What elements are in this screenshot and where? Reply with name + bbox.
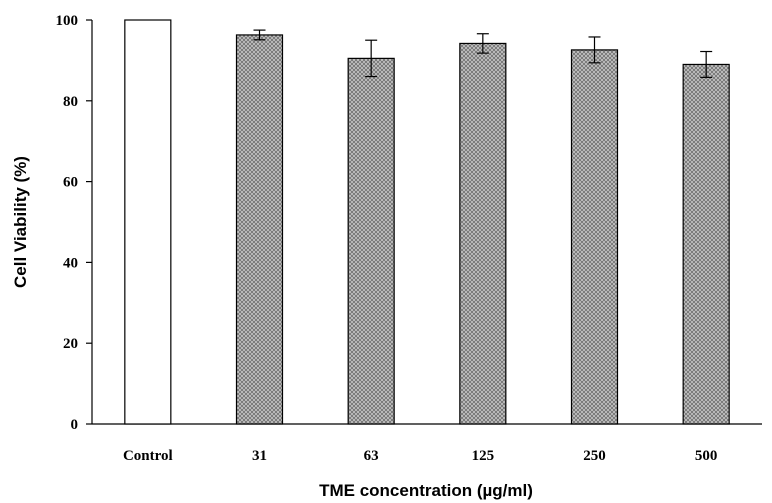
bar: [682, 63, 730, 425]
bar: [235, 34, 284, 425]
y-tick-label: 20: [63, 336, 78, 352]
y-axis-ticks: 0 20 40 60 80 100: [56, 13, 92, 433]
bars: [124, 19, 730, 425]
x-tick-label: Control: [123, 448, 173, 464]
y-tick-label: 80: [63, 94, 78, 110]
x-tick-label: 63: [364, 448, 379, 464]
x-axis-title: TME concentration (µg/ml): [319, 481, 533, 500]
y-axis-title: Cell Viability (%): [11, 156, 30, 288]
x-tick-label: 250: [583, 448, 606, 464]
bar: [347, 57, 395, 425]
bar: [124, 19, 172, 425]
bar: [459, 42, 507, 425]
error-bars: [253, 29, 713, 78]
x-axis-ticks: Control 31 63 125 250 500: [123, 448, 717, 464]
axes: [91, 20, 762, 425]
x-tick-label: 31: [252, 448, 267, 464]
y-tick-label: 40: [63, 255, 78, 271]
y-tick-label: 0: [71, 417, 79, 433]
x-tick-label: 500: [695, 448, 718, 464]
bar: [570, 49, 619, 425]
x-tick-label: 125: [472, 448, 495, 464]
y-tick-label: 100: [56, 13, 79, 29]
y-tick-label: 60: [63, 175, 78, 191]
